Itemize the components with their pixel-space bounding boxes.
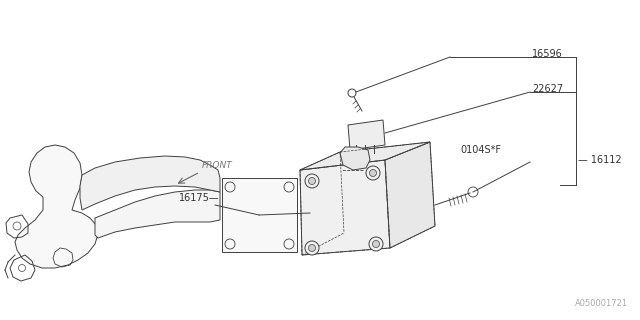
Polygon shape: [80, 156, 220, 210]
Circle shape: [372, 241, 380, 247]
Circle shape: [369, 237, 383, 251]
Polygon shape: [340, 147, 370, 170]
Polygon shape: [222, 178, 297, 252]
Polygon shape: [300, 142, 430, 170]
Circle shape: [305, 174, 319, 188]
Circle shape: [308, 244, 316, 252]
Text: FRONT: FRONT: [202, 161, 233, 170]
Text: 16596: 16596: [532, 49, 563, 59]
Polygon shape: [300, 160, 390, 255]
Text: A050001721: A050001721: [575, 299, 628, 308]
Polygon shape: [95, 190, 220, 238]
Text: — 16112: — 16112: [578, 155, 621, 165]
Text: 22627: 22627: [532, 84, 563, 94]
Text: 0104S*F: 0104S*F: [460, 145, 501, 155]
Polygon shape: [348, 120, 385, 150]
Polygon shape: [385, 142, 435, 248]
Circle shape: [305, 241, 319, 255]
Circle shape: [308, 178, 316, 185]
Circle shape: [366, 166, 380, 180]
Circle shape: [369, 170, 376, 177]
Polygon shape: [15, 145, 98, 268]
Text: 16175—: 16175—: [179, 193, 220, 203]
